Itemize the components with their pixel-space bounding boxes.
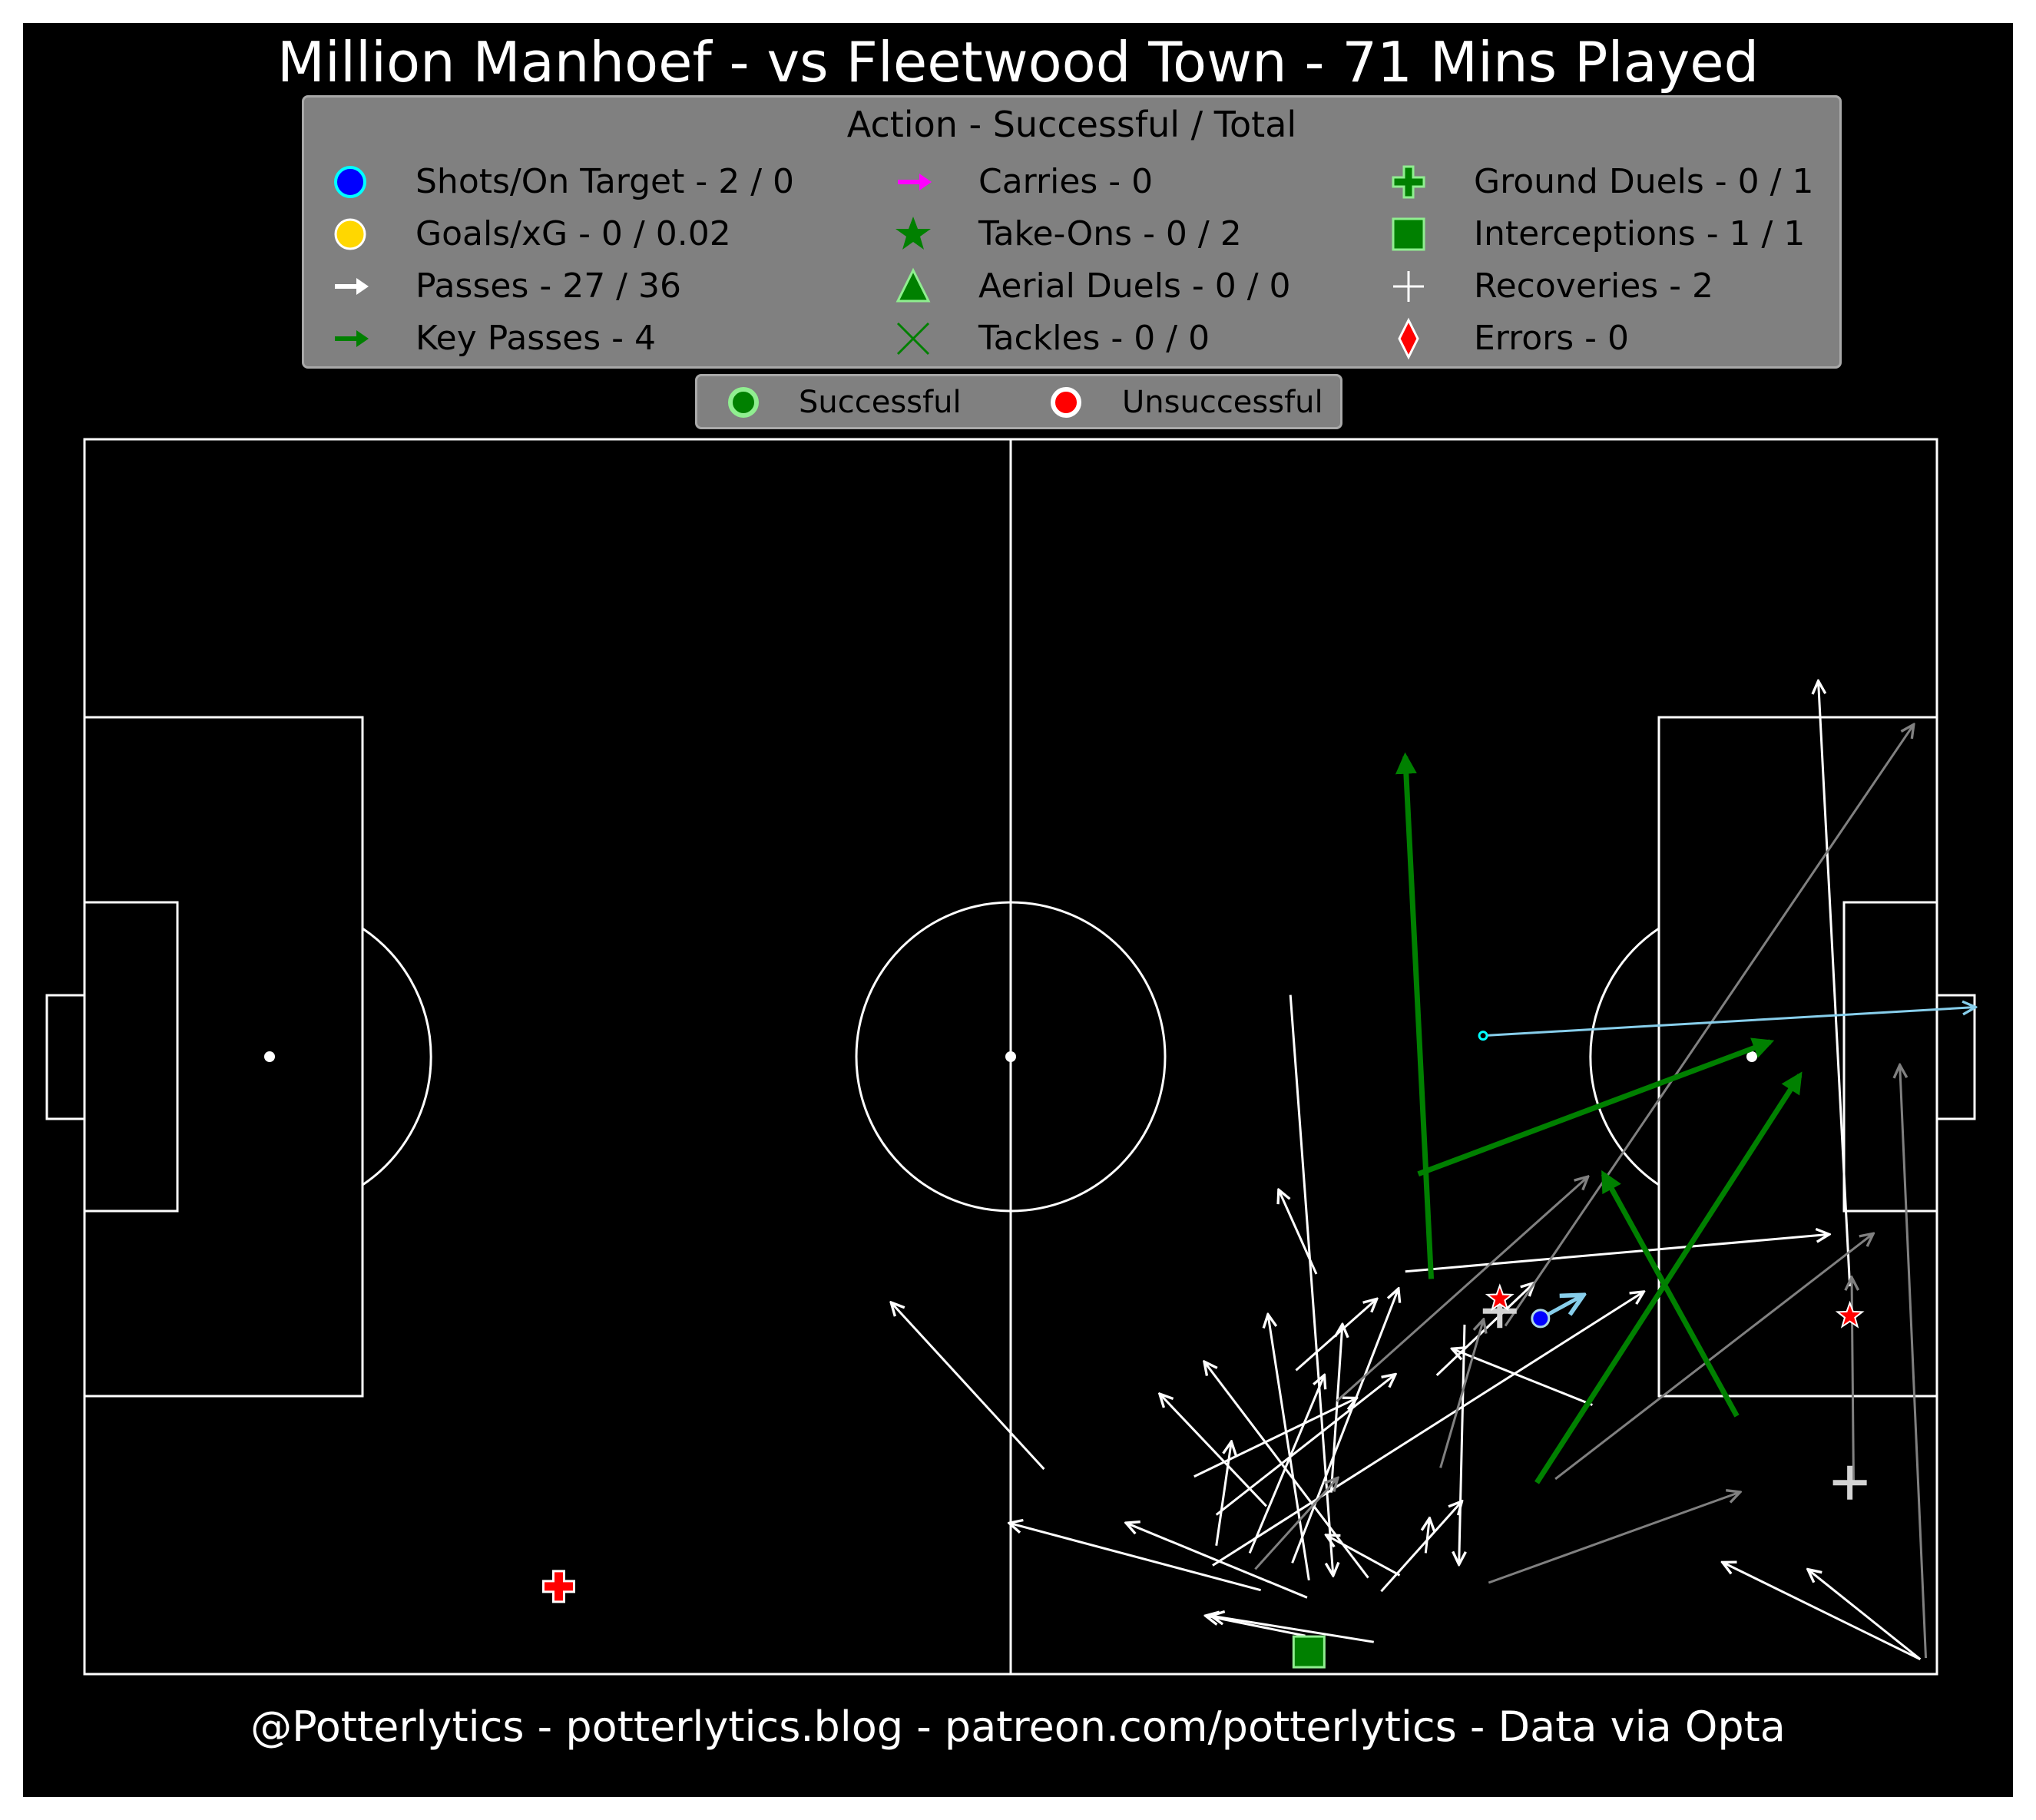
pass-arrow <box>1207 1616 1306 1637</box>
recovery-marker <box>1832 1465 1867 1500</box>
left-goal <box>45 994 86 1120</box>
interception-marker <box>1292 1635 1326 1669</box>
triangle-icon <box>896 267 931 303</box>
thin-plus-icon <box>1393 271 1424 302</box>
outcome-legend: Successful Unsuccessful <box>695 374 1342 429</box>
unsuccessful-marker-icon <box>1051 387 1081 418</box>
legend-label-ground-duels: Ground Duels - 0 / 1 <box>1474 162 1814 201</box>
pass-arrow <box>1254 1479 1336 1570</box>
key-pass-arrow <box>1601 1170 1740 1418</box>
legend-label-errors: Errors - 0 <box>1474 319 1630 358</box>
take-on-marker <box>1485 1283 1515 1312</box>
pass-arrow <box>1295 1300 1376 1372</box>
legend-label-tackles: Tackles - 0 / 0 <box>978 319 1210 358</box>
shot-marker <box>1531 1309 1551 1329</box>
pass-arrow <box>1459 1324 1465 1563</box>
pass-arrow <box>1193 1398 1356 1478</box>
legend-label-aerial-duels: Aerial Duels - 0 / 0 <box>978 266 1291 306</box>
take-on-marker <box>1835 1300 1865 1329</box>
pass-arrow <box>1327 1536 1401 1577</box>
pass-arrow <box>1291 1290 1398 1564</box>
pass-arrow <box>1554 1235 1872 1481</box>
pass-arrow <box>1405 1235 1828 1273</box>
legend-label-goals: Goals/xG - 0 / 0.02 <box>415 214 731 253</box>
legend-label-recoveries: Recoveries - 2 <box>1474 266 1714 306</box>
goal-circle-icon <box>334 218 366 250</box>
pass-arrow <box>1488 1493 1739 1584</box>
green-arrow-icon <box>335 330 369 347</box>
pass-arrow <box>1439 1321 1483 1468</box>
legend-label-unsuccessful: Unsuccessful <box>1122 385 1323 420</box>
pass-arrow <box>892 1304 1045 1471</box>
pass-arrow <box>1213 1616 1374 1643</box>
pass-arrow <box>1724 1563 1921 1661</box>
left-penalty-spot <box>264 1051 275 1062</box>
pass-arrow <box>1819 683 1852 1287</box>
pass-arrow <box>1380 1502 1461 1593</box>
event-marks <box>541 683 1974 1669</box>
pass-arrow <box>1425 1520 1429 1554</box>
pass-arrow <box>1900 1067 1928 1659</box>
pass-arrow <box>1127 1524 1308 1599</box>
centre-spot <box>1005 1051 1016 1062</box>
key-pass-arrow <box>1534 1071 1803 1484</box>
chart-footer: @Potterlytics - potterlytics.blog - patr… <box>250 1703 1786 1751</box>
pass-arrow <box>1212 1292 1643 1567</box>
legend-label-take-ons: Take-Ons - 0 / 2 <box>978 214 1242 253</box>
legend-label-key-passes: Key Passes - 4 <box>415 319 656 358</box>
legend-label-shots: Shots/On Target - 2 / 0 <box>415 162 795 201</box>
pitch-markings <box>45 438 1976 1676</box>
ground-duel-marker <box>541 1570 575 1603</box>
right-six-yard-box <box>1842 901 1938 1213</box>
shot-marker <box>1478 1031 1488 1041</box>
shot-circle-icon <box>334 166 366 198</box>
pass-arrow <box>1289 994 1333 1574</box>
white-arrow-icon <box>335 278 369 295</box>
right-penalty-arc <box>1589 927 1660 1186</box>
legend-label-carries: Carries - 0 <box>978 162 1154 201</box>
pass-arrow <box>1215 1375 1395 1516</box>
pass-arrow <box>1329 1326 1342 1493</box>
square-icon <box>1392 217 1425 251</box>
left-penalty-arc <box>362 927 432 1186</box>
pass-arrow <box>1248 1376 1323 1554</box>
left-penalty-area <box>83 716 364 1398</box>
right-penalty-area <box>1657 716 1938 1398</box>
pass-arrow <box>1504 726 1913 1327</box>
left-six-yard-box <box>83 901 179 1213</box>
successful-marker-icon <box>728 387 759 418</box>
pass-arrow <box>1453 1349 1593 1406</box>
x-icon <box>896 322 930 356</box>
centre-circle <box>855 901 1167 1213</box>
diamond-icon <box>1398 317 1419 360</box>
star-icon <box>896 217 931 250</box>
magenta-arrow-icon <box>898 174 932 190</box>
legend-label-interceptions: Interceptions - 1 / 1 <box>1474 214 1806 253</box>
legend-label-successful: Successful <box>799 385 962 420</box>
pass-arrow <box>1160 1395 1267 1507</box>
chart-title: Million Manhoef - vs Fleetwood Town - 71… <box>276 30 1760 94</box>
pass-arrow <box>1809 1570 1922 1660</box>
pass-arrow <box>1205 1363 1369 1579</box>
legend-label-passes: Passes - 27 / 36 <box>415 266 681 306</box>
pass-arrow <box>1336 1178 1587 1402</box>
action-legend: Action - Successful / Total Shots/On Tar… <box>302 95 1842 369</box>
key-pass-arrow <box>1417 1037 1775 1177</box>
plus-icon <box>1392 165 1425 199</box>
shot-path <box>1482 1008 1974 1037</box>
key-pass-arrow <box>1395 752 1435 1279</box>
right-goal <box>1935 994 1976 1120</box>
pass-arrow <box>1011 1524 1262 1592</box>
legend-heading: Action - Successful / Total <box>846 104 1297 145</box>
